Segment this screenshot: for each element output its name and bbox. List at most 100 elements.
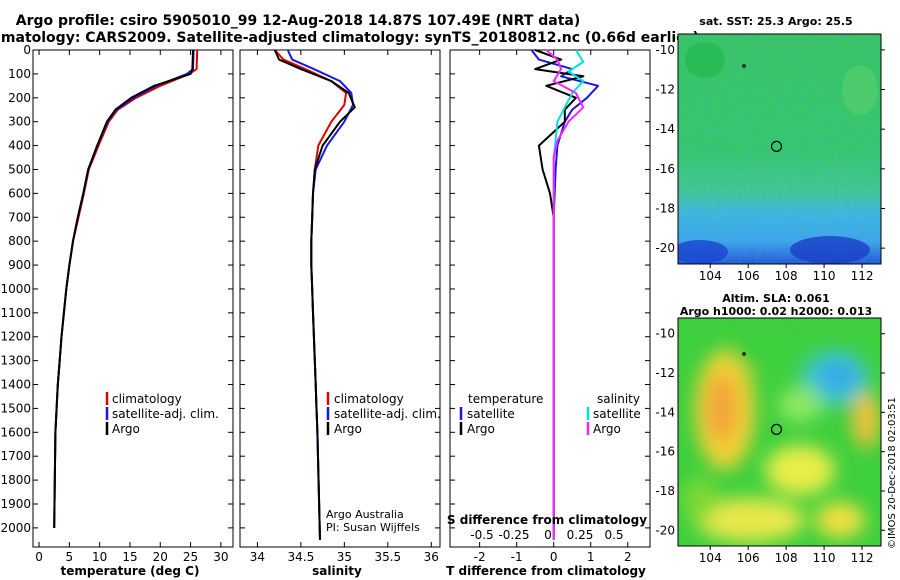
map-y-tick-label: -18 — [655, 484, 675, 498]
s-tick-label: -0.5 — [470, 528, 493, 542]
legend-temperature-title: temperature — [468, 392, 543, 406]
salinity-panel: 34 34.5 35 35.5 36 salinity climatology sate… — [239, 49, 441, 578]
difference-legend: temperature satellite Argo salinity sate… — [459, 392, 641, 436]
legend-climatology-label: climatology — [334, 392, 404, 406]
title-line2: Climatology: CARS2009. Satellite-adjuste… — [0, 30, 699, 46]
y-tick-label: 1100 — [0, 306, 31, 320]
y-tick-label: 1300 — [0, 354, 31, 368]
y-tick-label: 100 — [8, 67, 31, 81]
y-tick-label: 700 — [8, 210, 31, 224]
temperature-panel: 0100200300400500600700800900100011001200… — [0, 43, 234, 578]
sst-map-panel: sat. SST: 25.3 Argo: 25.5 104 106 108 110 11… — [655, 15, 885, 283]
x-tick-label: -2 — [474, 550, 486, 564]
sst-map-title: sat. SST: 25.3 Argo: 25.5 — [699, 15, 852, 28]
map-x-tick-label: 110 — [813, 269, 836, 283]
legend-satellite-label: satellite-adj. clim. — [112, 407, 219, 421]
y-tick-label: 2000 — [0, 521, 31, 535]
map-y-tick-label: -10 — [655, 43, 675, 57]
s-tick-label: 0.25 — [567, 528, 594, 542]
sla-map-title: Altim. SLA: 0.061 — [722, 292, 829, 305]
y-tick-label: 1400 — [0, 378, 31, 392]
sst-map-frame — [677, 33, 882, 265]
salinity-plot-frame — [239, 49, 441, 548]
map-y-tick-label: -16 — [655, 445, 675, 459]
pi-note: PI: Susan Wijffels — [326, 521, 420, 534]
depth-ticks: 0 100 200 300 400 500 600 700 800 900 1000 1100 1200… — [0, 43, 233, 535]
y-tick-label: 500 — [8, 162, 31, 176]
x-tick-label: 34 — [250, 550, 265, 564]
x-tick-label: -1 — [511, 550, 523, 564]
temperature-plot-frame — [32, 49, 234, 548]
sla-map-image — [678, 318, 881, 546]
legend-argo-label: Argo — [112, 422, 140, 436]
argo-australia-note: Argo Australia — [326, 508, 404, 521]
s-difference-axis-title: S difference from climatology — [447, 513, 647, 527]
x-tick-label: 30 — [213, 550, 228, 564]
x-tick-label: 35 — [337, 550, 352, 564]
temperature-axis-label: temperature (deg C) — [61, 564, 200, 578]
map-y-tick-label: -12 — [655, 83, 675, 97]
salinity-depth-ticks — [240, 49, 440, 529]
map-y-tick-label: -18 — [655, 201, 675, 215]
legend-climatology-label: climatology — [112, 392, 182, 406]
sla-argo-position-marker — [770, 423, 783, 435]
map-y-tick-label: -20 — [655, 241, 675, 255]
s-tick-label: -0.25 — [498, 528, 529, 542]
y-tick-label: 900 — [8, 258, 31, 272]
map-y-tick-label: -12 — [655, 366, 675, 380]
map-y-tick-label: -14 — [655, 122, 675, 136]
series-line-argo — [273, 49, 356, 540]
y-tick-label: 200 — [8, 91, 31, 105]
temperature-series — [53, 49, 199, 528]
sla-map-frame — [677, 317, 882, 547]
y-tick-label: 1000 — [0, 282, 31, 296]
difference-plot-frame — [449, 49, 651, 548]
y-tick-label: 0 — [23, 43, 31, 57]
title-line1: Argo profile: csiro 5905010_99 12-Aug-20… — [16, 13, 580, 29]
difference-panel: -2 -1 0 1 2 T difference from climatology S … — [446, 49, 651, 578]
series-line-salinity-argo — [545, 49, 585, 540]
x-tick-label: 0 — [35, 550, 43, 564]
salinity-legend: climatology satellite-adj. clim. Argo — [326, 392, 441, 436]
x-tick-label: 10 — [92, 550, 107, 564]
y-tick-label: 800 — [8, 234, 31, 248]
legend-argo-label: Argo — [334, 422, 362, 436]
map-x-tick-label: 112 — [851, 269, 874, 283]
map-y-tick-label: -16 — [655, 162, 675, 176]
map-x-tick-label: 112 — [851, 551, 874, 565]
sst-map-image — [678, 34, 881, 264]
map-y-tick-label: -10 — [655, 327, 675, 341]
y-tick-label: 400 — [8, 139, 31, 153]
s-tick-label: 0 — [544, 528, 552, 542]
sla-map-subtitle: Argo h1000: 0.02 h2000: 0.013 — [680, 305, 872, 318]
imos-credit: ©IMOS 20-Dec-2018 02:03:51 — [887, 397, 898, 549]
temperature-ticks: 0 5 10 15 20 25 30 — [35, 50, 229, 564]
map-x-tick-label: 104 — [699, 269, 722, 283]
t-difference-ticks: -2 -1 0 1 2 — [474, 50, 632, 564]
s-difference-tick-labels: -0.5 -0.25 0 0.25 0.5 — [470, 528, 623, 542]
salinity-ticks: 34 34.5 35 35.5 36 — [250, 50, 439, 564]
sst-argo-position-marker — [770, 140, 783, 152]
x-tick-label: 35.5 — [374, 550, 401, 564]
salinity-axis-label: salinity — [312, 564, 362, 578]
y-tick-label: 1800 — [0, 473, 31, 487]
difference-depth-ticks — [450, 49, 650, 529]
legend-satellite-label: satellite-adj. clim. — [334, 407, 441, 421]
y-tick-label: 1600 — [0, 425, 31, 439]
legend-s-argo-label: Argo — [593, 422, 621, 436]
legend-s-satellite-label: satellite — [593, 407, 641, 421]
map-y-tick-label: -20 — [655, 523, 675, 537]
t-difference-axis-label: T difference from climatology — [446, 564, 646, 578]
sst-map-ticks: 104 106 108 110 112 -10 -12 -14 -16 -18 -20 — [655, 43, 885, 283]
map-x-tick-label: 108 — [775, 269, 798, 283]
x-tick-label: 25 — [183, 550, 198, 564]
salinity-series — [273, 49, 356, 540]
map-x-tick-label: 106 — [737, 269, 760, 283]
map-x-tick-label: 108 — [775, 551, 798, 565]
y-tick-label: 600 — [8, 186, 31, 200]
x-tick-label: 1 — [587, 550, 595, 564]
y-tick-label: 1500 — [0, 401, 31, 415]
x-tick-label: 5 — [66, 550, 74, 564]
sla-map-ticks: 104 106 108 110 112 -10 -12 -14 -16 -18 -20 — [655, 327, 885, 565]
x-tick-label: 15 — [122, 550, 137, 564]
